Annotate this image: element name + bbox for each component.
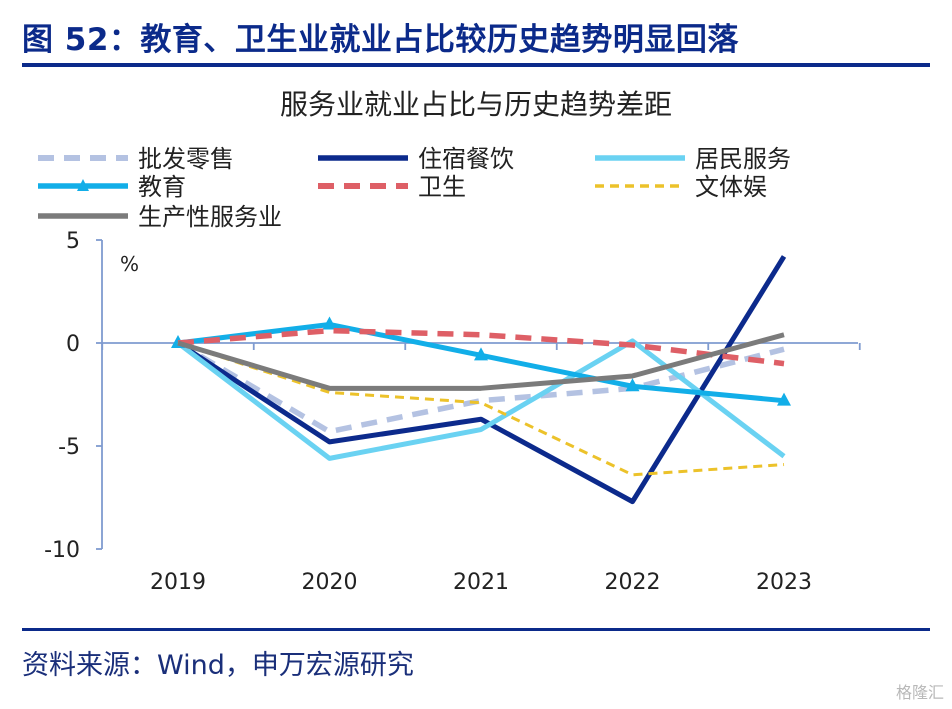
legend-label: 生产性服务业: [138, 203, 282, 231]
source-note: 资料来源：Wind，申万宏源研究: [22, 650, 414, 681]
series-3-marker: [474, 347, 488, 361]
series-group: [171, 255, 791, 505]
series-1-line: [176, 255, 787, 505]
series-0-line: [176, 340, 785, 435]
y-tick-label: -5: [58, 435, 80, 460]
x-tick-label: 2020: [302, 570, 358, 595]
y-tick-label: 0: [66, 332, 80, 357]
legend-label: 批发零售: [138, 145, 234, 173]
series-4-line: [177, 327, 785, 367]
title-rule: [22, 63, 930, 67]
legend-label: 卫生: [418, 173, 466, 201]
figure-title: 图 52：教育、卫生业就业占比较历史趋势明显回落: [22, 22, 739, 58]
x-tick-label: 2023: [756, 570, 812, 595]
legend-label: 教育: [138, 173, 186, 201]
x-tick-label: 2021: [453, 570, 509, 595]
legend-label: 文体娱: [695, 173, 767, 201]
legend-marker: [77, 179, 89, 191]
series-5-line: [177, 341, 785, 477]
y-tick-label: 5: [66, 229, 80, 254]
chart-title: 服务业就业占比与历史趋势差距: [280, 88, 672, 121]
series-3-marker: [777, 392, 791, 406]
axes: 5 0 -5 -10 2019 2020 2021 2022 2023: [44, 229, 861, 595]
legend-label: 居民服务: [695, 145, 791, 173]
series-3-marker: [322, 316, 337, 330]
series-2-line: [176, 338, 786, 461]
legend-label: 住宿餐饮: [418, 145, 514, 173]
source-rule: [22, 628, 930, 631]
y-tick-label: -10: [44, 538, 80, 563]
series-6-line: [177, 332, 785, 391]
watermark-logo: 格隆汇: [895, 683, 944, 702]
series-3-marker: [625, 378, 640, 392]
x-tick-label: 2019: [150, 570, 206, 595]
x-tick-label: 2022: [605, 570, 661, 595]
y-unit-label: %: [120, 252, 139, 276]
